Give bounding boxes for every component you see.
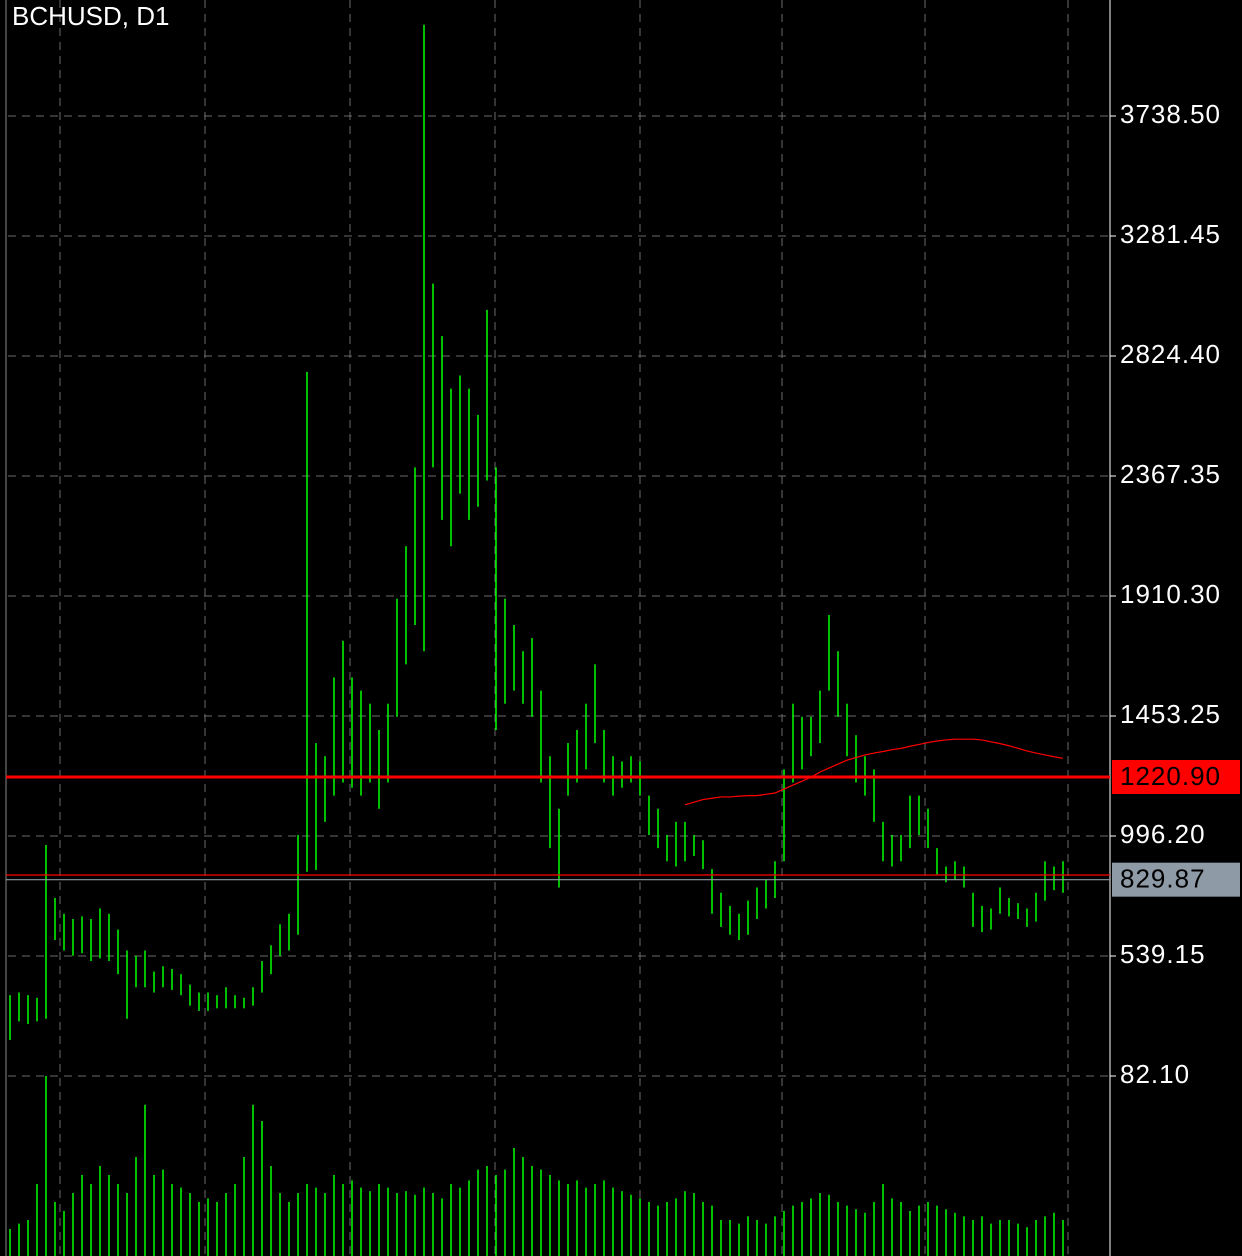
y-tick-label: 1453.25 (1120, 699, 1221, 729)
y-tick-label: 1910.30 (1120, 579, 1221, 609)
y-tick-label: 539.15 (1120, 939, 1206, 969)
y-tick-label: 3738.50 (1120, 99, 1221, 129)
y-tick-label: 82.10 (1120, 1059, 1190, 1089)
moving-average (684, 738, 1064, 806)
level-label: 1220.90 (1120, 761, 1221, 791)
current-price-bg (1112, 862, 1240, 897)
y-tick-label: 2824.40 (1120, 339, 1221, 369)
y-tick-label: 2367.35 (1120, 459, 1221, 489)
current-price-label: 829.87 (1120, 864, 1206, 894)
y-tick-label: 996.20 (1120, 819, 1206, 849)
level-label-bg (1112, 759, 1240, 794)
y-tick-label: 3281.45 (1120, 219, 1221, 249)
chart-title: BCHUSD, D1 (12, 1, 169, 31)
time-grid (59, 0, 1069, 1256)
